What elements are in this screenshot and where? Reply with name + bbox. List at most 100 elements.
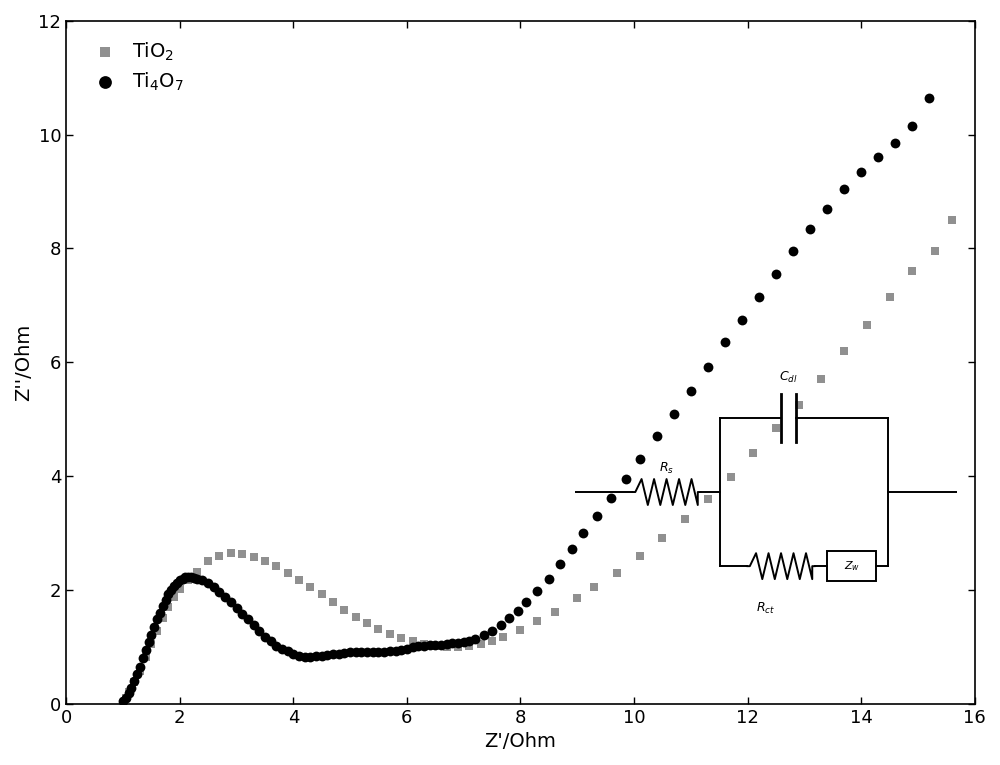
TiO$_2$ <box>836 345 852 357</box>
TiO$_2$ <box>138 651 154 663</box>
Ti$_4$O$_7$ <box>274 643 290 655</box>
TiO$_2$ <box>654 532 670 544</box>
Ti$_4$O$_7$ <box>422 639 438 651</box>
TiO$_2$ <box>529 615 545 627</box>
Ti$_4$O$_7$ <box>501 612 517 624</box>
Ti$_4$O$_7$ <box>166 580 182 592</box>
Ti$_4$O$_7$ <box>314 649 330 662</box>
Ti$_4$O$_7$ <box>370 646 386 659</box>
Ti$_4$O$_7$ <box>751 291 767 303</box>
Ti$_4$O$_7$ <box>223 596 239 608</box>
Ti$_4$O$_7$ <box>618 473 634 485</box>
Ti$_4$O$_7$ <box>158 594 174 606</box>
Ti$_4$O$_7$ <box>246 619 262 631</box>
Ti$_4$O$_7$ <box>155 600 171 612</box>
TiO$_2$ <box>359 617 375 629</box>
TiO$_2$ <box>246 551 262 563</box>
Ti$_4$O$_7$ <box>467 633 483 646</box>
TiO$_2$ <box>416 638 432 650</box>
Ti$_4$O$_7$ <box>183 571 199 584</box>
Ti$_4$O$_7$ <box>376 646 392 659</box>
Ti$_4$O$_7$ <box>405 641 421 653</box>
TiO$_2$ <box>370 623 386 635</box>
Ti$_4$O$_7$ <box>123 682 139 694</box>
Ti$_4$O$_7$ <box>180 571 196 583</box>
Ti$_4$O$_7$ <box>211 585 227 597</box>
Ti$_4$O$_7$ <box>802 223 818 235</box>
Ti$_4$O$_7$ <box>589 509 605 522</box>
Ti$_4$O$_7$ <box>132 661 148 673</box>
TiO$_2$ <box>944 214 960 226</box>
TiO$_2$ <box>927 246 943 258</box>
Ti$_4$O$_7$ <box>575 527 591 539</box>
X-axis label: Z'/Ohm: Z'/Ohm <box>485 732 556 751</box>
TiO$_2$ <box>268 560 284 572</box>
TiO$_2$ <box>348 611 364 623</box>
Ti$_4$O$_7$ <box>433 639 449 651</box>
Ti$_4$O$_7$ <box>632 453 648 465</box>
Ti$_4$O$_7$ <box>382 645 398 657</box>
Ti$_4$O$_7$ <box>904 120 920 132</box>
Ti$_4$O$_7$ <box>189 572 205 584</box>
Ti$_4$O$_7$ <box>325 648 341 660</box>
Ti$_4$O$_7$ <box>456 636 472 649</box>
Ti$_4$O$_7$ <box>365 646 381 659</box>
Ti$_4$O$_7$ <box>175 572 191 584</box>
Ti$_4$O$_7$ <box>717 337 733 349</box>
Ti$_4$O$_7$ <box>308 650 324 662</box>
Ti$_4$O$_7$ <box>118 692 134 704</box>
TiO$_2$ <box>461 640 477 652</box>
TiO$_2$ <box>211 549 227 562</box>
Ti$_4$O$_7$ <box>319 649 335 661</box>
TiO$_2$ <box>512 623 528 636</box>
Ti$_4$O$_7$ <box>240 614 256 626</box>
TiO$_2$ <box>118 692 134 704</box>
Ti$_4$O$_7$ <box>510 605 526 617</box>
Ti$_4$O$_7$ <box>734 314 750 326</box>
TiO$_2$ <box>745 448 761 460</box>
TiO$_2$ <box>569 592 585 604</box>
TiO$_2$ <box>439 640 455 653</box>
Ti$_4$O$_7$ <box>141 636 157 649</box>
Ti$_4$O$_7$ <box>427 639 443 651</box>
TiO$_2$ <box>149 625 165 637</box>
TiO$_2$ <box>132 665 148 677</box>
Ti$_4$O$_7$ <box>476 630 492 642</box>
Ti$_4$O$_7$ <box>388 645 404 657</box>
Ti$_4$O$_7$ <box>493 619 509 631</box>
TiO$_2$ <box>791 399 807 411</box>
TiO$_2$ <box>189 565 205 578</box>
Ti$_4$O$_7$ <box>541 572 557 584</box>
TiO$_2$ <box>166 591 182 603</box>
Ti$_4$O$_7$ <box>450 636 466 649</box>
Ti$_4$O$_7$ <box>163 584 179 596</box>
Ti$_4$O$_7$ <box>444 637 460 649</box>
TiO$_2$ <box>180 574 196 586</box>
Ti$_4$O$_7$ <box>359 646 375 659</box>
Ti$_4$O$_7$ <box>836 183 852 195</box>
Ti$_4$O$_7$ <box>399 643 415 655</box>
TiO$_2$ <box>547 605 563 617</box>
TiO$_2$ <box>172 583 188 595</box>
TiO$_2$ <box>302 581 318 593</box>
Ti$_4$O$_7$ <box>217 591 233 603</box>
TiO$_2$ <box>859 319 875 331</box>
Ti$_4$O$_7$ <box>129 668 145 680</box>
TiO$_2$ <box>160 601 176 613</box>
TiO$_2$ <box>314 588 330 601</box>
Ti$_4$O$_7$ <box>172 574 188 586</box>
Ti$_4$O$_7$ <box>416 640 432 652</box>
TiO$_2$ <box>325 596 341 608</box>
Ti$_4$O$_7$ <box>135 652 151 664</box>
TiO$_2$ <box>234 548 250 560</box>
TiO$_2$ <box>257 555 273 568</box>
Ti$_4$O$_7$ <box>160 588 176 601</box>
Ti$_4$O$_7$ <box>152 607 168 619</box>
TiO$_2$ <box>677 513 693 525</box>
TiO$_2$ <box>155 612 171 624</box>
Ti$_4$O$_7$ <box>342 646 358 659</box>
Ti$_4$O$_7$ <box>251 625 267 637</box>
Ti$_4$O$_7$ <box>564 543 580 555</box>
Ti$_4$O$_7$ <box>143 630 159 642</box>
Ti$_4$O$_7$ <box>683 385 699 397</box>
